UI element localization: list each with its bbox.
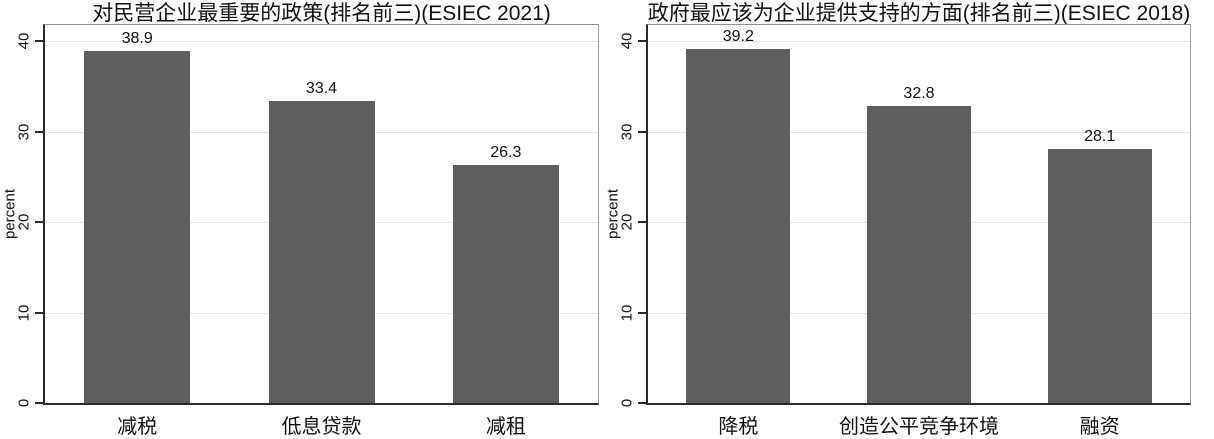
bar-value-label: 32.8 — [903, 85, 935, 103]
y-tick-mark — [638, 311, 647, 314]
chart-title: 对民营企业最重要的政策(排名前三)(ESIEC 2021) — [92, 2, 551, 25]
bar-value-label: 28.1 — [1084, 127, 1116, 145]
bar-value-label: 39.2 — [722, 27, 754, 45]
y-tick-mark — [35, 311, 44, 314]
bar — [84, 51, 191, 403]
x-category-label: 融资 — [1079, 416, 1120, 438]
y-tick-mark — [638, 40, 647, 43]
x-category-label: 减税 — [117, 416, 158, 438]
bar — [268, 100, 375, 403]
x-category-label: 降税 — [718, 416, 759, 438]
y-tick-label: 30 — [618, 123, 636, 141]
plot-area: 39.2 32.8 28.1 — [646, 24, 1191, 405]
x-category-label: 创造公平竞争环境 — [839, 416, 999, 438]
y-tick-label: 0 — [618, 398, 636, 408]
y-tick-mark — [35, 221, 44, 224]
bar — [1047, 148, 1152, 403]
bar — [452, 165, 559, 403]
bar — [686, 48, 791, 403]
bar — [867, 106, 971, 403]
y-tick-label: 10 — [618, 304, 636, 321]
gridline — [648, 41, 1190, 43]
y-tick-label: 40 — [618, 32, 636, 50]
y-tick-mark — [638, 221, 647, 224]
y-tick-mark — [35, 130, 44, 133]
x-category-label: 低息贷款 — [281, 416, 362, 438]
chart-title: 政府最应该为企业提供支持的方面(排名前三)(ESIEC 2018) — [647, 2, 1191, 25]
y-tick-mark — [35, 402, 44, 404]
plot-area: 38.9 33.4 26.3 — [43, 24, 599, 405]
y-tick-mark — [638, 130, 647, 133]
gridline — [45, 41, 598, 43]
x-category-label: 减租 — [485, 416, 526, 438]
bar-value-label: 33.4 — [305, 79, 338, 97]
y-tick-mark — [35, 40, 44, 43]
bar-value-label: 38.9 — [121, 30, 153, 48]
y-tick-label: 20 — [618, 213, 636, 231]
y-tick-mark — [638, 402, 647, 404]
bar-value-label: 26.3 — [490, 144, 522, 162]
